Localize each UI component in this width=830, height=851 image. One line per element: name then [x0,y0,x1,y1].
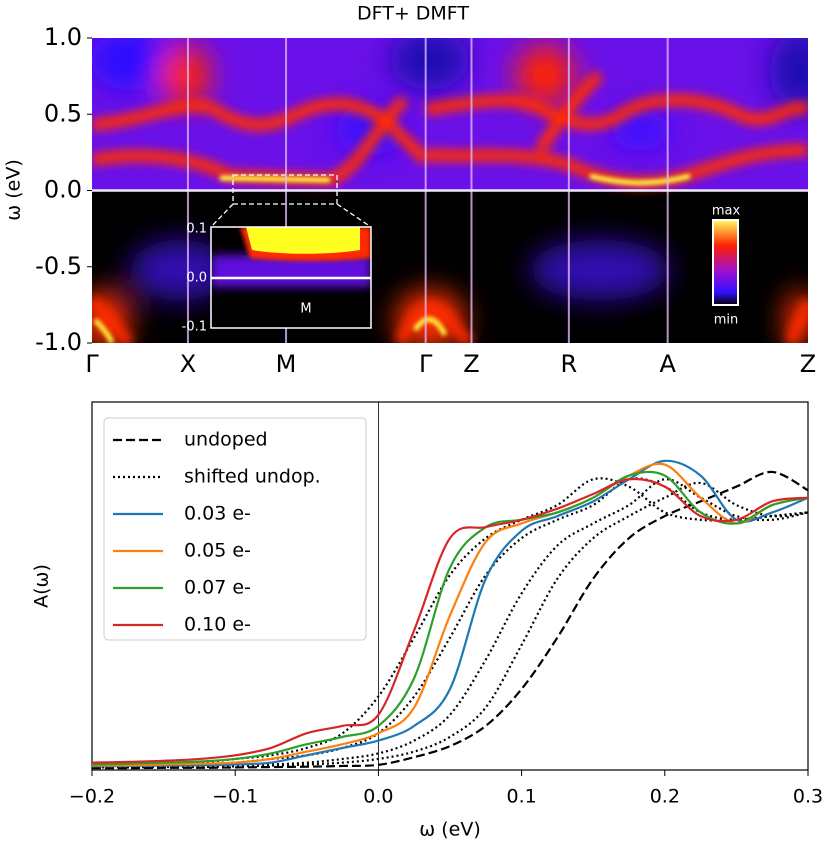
x-tick-label: R [561,350,578,378]
x-tick-label: 0.2 [650,786,680,808]
colorbar-max: max [712,204,741,219]
x-tick-label: Z [800,350,816,378]
inset-y-tick-label: 0.1 [186,222,207,237]
colorbar [712,219,739,306]
legend-label: 0.07 e- [184,577,251,599]
series-line [92,470,808,766]
x-tick-label: −0.2 [69,786,115,808]
x-tick-label: Z [463,350,479,378]
plot-frame [91,401,809,771]
series-line [92,462,808,767]
series-line [92,477,808,768]
legend-label: undoped [184,429,268,451]
x-tick-label: Γ [85,350,99,378]
x-tick-label: 0.3 [793,786,823,808]
y-tick-label: -1.0 [35,328,82,356]
y-axis-label: ω (eV) [3,159,25,220]
legend-label: shifted undop. [184,466,321,488]
inset-y-tick-label: 0.0 [186,271,207,286]
series-line [92,459,808,768]
legend-label: 0.10 e- [184,614,251,636]
inset-y-tick-label: -0.1 [182,320,207,335]
colorbar-min: min [714,313,739,328]
x-tick-label: Γ [419,350,433,378]
legend [103,417,367,641]
y-tick-label: -0.5 [35,252,82,280]
y-tick-label: 0.0 [44,176,82,204]
x-tick-label: M [276,350,297,378]
x-tick-label: 0.1 [506,786,536,808]
x-tick-label: −0.1 [212,786,258,808]
inset-label: M [300,302,311,317]
plot-area [92,402,808,770]
chart-title: DFT+ DMFT [357,3,469,25]
y-tick-label: 0.5 [44,99,82,127]
y-axis-label: A(ω) [31,564,53,608]
series-line [92,477,808,764]
x-tick-label: X [180,350,196,378]
legend-label: 0.03 e- [184,503,251,525]
y-tick-label: 1.0 [44,23,82,51]
x-tick-label: A [659,350,676,378]
x-tick-label: 0.0 [363,786,393,808]
legend-label: 0.05 e- [184,540,251,562]
legend-entries: undoped shifted undop. 0.03 e- 0.05 e- 0.07 … [113,429,321,636]
spectral-map [92,38,808,343]
x-axis-label: ω (eV) [419,819,480,841]
